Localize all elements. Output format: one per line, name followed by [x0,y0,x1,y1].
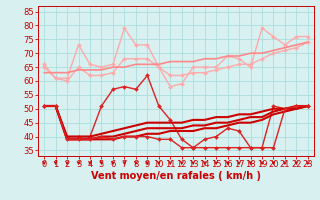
X-axis label: Vent moyen/en rafales ( km/h ): Vent moyen/en rafales ( km/h ) [91,171,261,181]
